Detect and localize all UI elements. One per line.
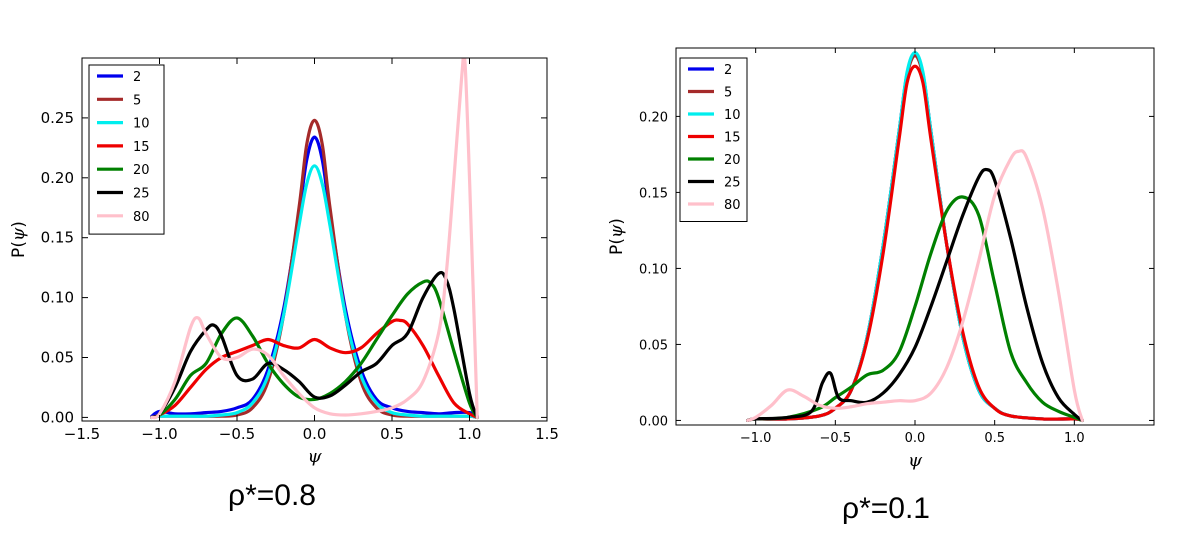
legend-label-5: 5 <box>133 93 141 108</box>
x-axis-label: ψ <box>307 446 322 467</box>
legend-label-80: 80 <box>133 210 150 225</box>
series-line-25 <box>746 167 1084 423</box>
y-axis-label-prefix: P( <box>9 241 29 258</box>
y-tick-label: 0.15 <box>639 186 668 201</box>
series-line-25 <box>150 270 479 420</box>
legend-label-10: 10 <box>133 117 150 132</box>
x-tick-label: 1.5 <box>535 425 559 443</box>
y-tick-label: 0.00 <box>639 414 668 429</box>
x-tick-label: 1.0 <box>458 425 482 443</box>
legend-label-5: 5 <box>724 86 732 101</box>
legend-label-25: 25 <box>133 187 150 202</box>
y-axis-label-prefix: P( <box>607 238 627 255</box>
x-tick-label: 0.0 <box>303 425 327 443</box>
y-axis-label-suffix: ) <box>9 221 29 228</box>
legend-label-20: 20 <box>133 163 150 178</box>
series-line-10 <box>150 164 479 420</box>
series-line-2 <box>150 135 479 418</box>
x-axis-label: ψ <box>908 450 923 471</box>
legend-label-80: 80 <box>724 198 741 213</box>
y-axis-label-suffix: ) <box>607 218 627 225</box>
x-tick-label: 0.0 <box>905 431 926 446</box>
series-line-10 <box>746 50 1084 423</box>
x-tick-label: −0.5 <box>219 425 255 443</box>
panel-caption: ρ*=0.1 <box>842 492 930 525</box>
legend-label-25: 25 <box>724 176 741 191</box>
legend-label-15: 15 <box>724 131 741 146</box>
right-chart-panel: −1.0 −0.5 0.0 0.5 1.00.000.050.100.150.20ψP(… <box>607 47 1155 525</box>
y-tick-label: 0.00 <box>41 408 74 426</box>
legend-label-15: 15 <box>133 140 150 155</box>
plot-frame <box>675 47 1155 426</box>
series-group <box>746 50 1084 423</box>
x-tick-label: 0.5 <box>380 425 404 443</box>
series-line-80 <box>746 149 1084 423</box>
series-line-20 <box>746 195 1084 423</box>
legend-label-20: 20 <box>724 153 741 168</box>
series-line-15 <box>746 64 1084 423</box>
y-tick-label: 0.25 <box>41 109 74 127</box>
y-axis-label: P(ψ) <box>9 221 29 258</box>
panel-caption: ρ*=0.8 <box>228 479 316 512</box>
x-tick-label: 1.0 <box>1064 431 1085 446</box>
y-tick-label: 0.20 <box>41 169 74 187</box>
x-tick-label: −1.0 <box>740 431 772 446</box>
y-axis-label-var: ψ <box>9 227 29 241</box>
legend-label-2: 2 <box>724 63 732 78</box>
legend-box <box>679 57 748 222</box>
legend-box <box>88 64 165 235</box>
series-line-80 <box>150 58 479 420</box>
series-line-15 <box>150 318 479 420</box>
y-tick-label: 0.10 <box>41 289 74 307</box>
y-tick-label: 0.10 <box>639 262 668 277</box>
x-tick-label: −1.5 <box>64 425 100 443</box>
y-tick-label: 0.20 <box>639 110 668 125</box>
legend-label-10: 10 <box>724 108 741 123</box>
y-axis-label: P(ψ) <box>607 218 627 255</box>
y-tick-label: 0.15 <box>41 229 74 247</box>
x-tick-label: −0.5 <box>820 431 852 446</box>
left-chart-panel: −1.5 −1.0 −0.5 0.0 0.5 1.0 1.5 0.00 0.05 0.10 0.15… <box>9 57 559 512</box>
x-tick-label: 0.5 <box>984 431 1005 446</box>
y-tick-label: 0.05 <box>639 338 668 353</box>
series-group <box>150 58 479 420</box>
series-line-5 <box>746 54 1084 423</box>
y-axis-label-var: ψ <box>607 224 627 238</box>
y-tick-label: 0.05 <box>41 349 74 367</box>
series-line-2 <box>746 52 1084 423</box>
legend-label-2: 2 <box>133 70 141 85</box>
x-tick-label: −1.0 <box>141 425 177 443</box>
